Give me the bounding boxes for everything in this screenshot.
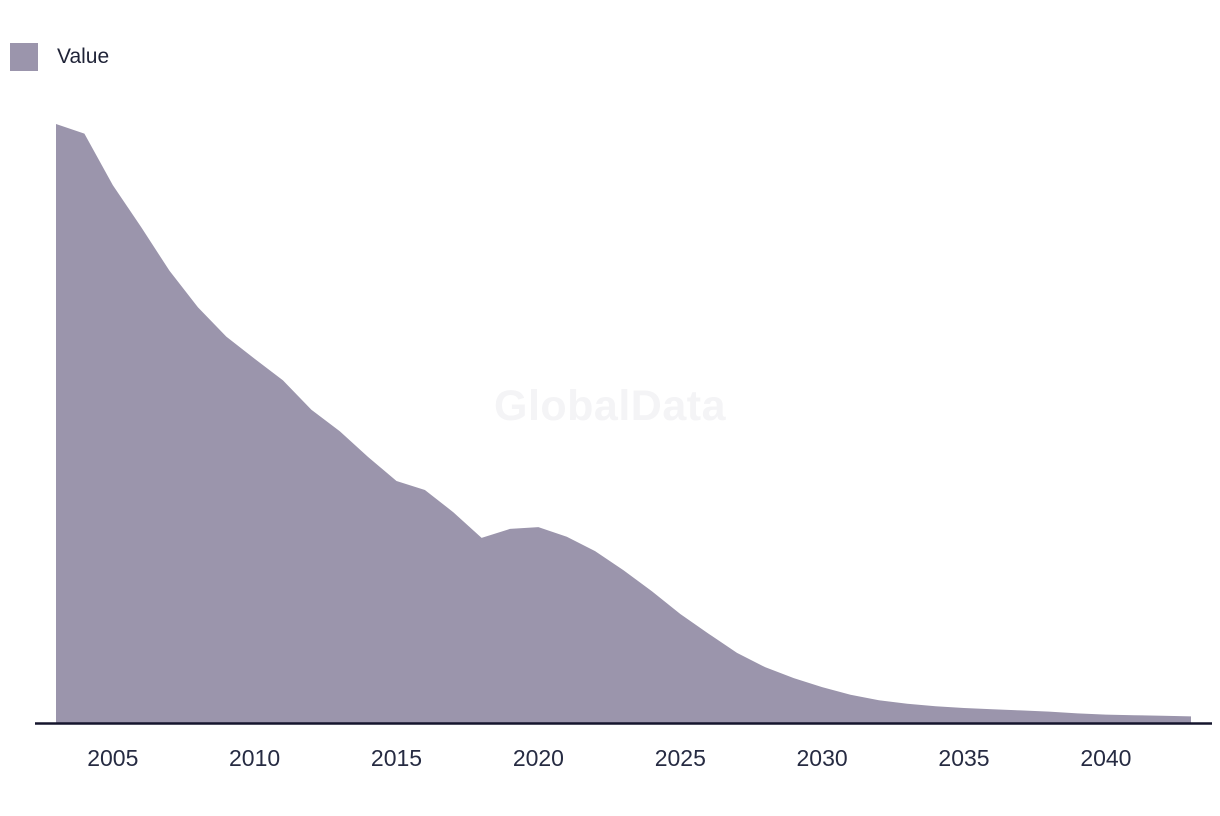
legend-label: Value (57, 45, 110, 68)
x-axis-tick-label-2010: 2010 (229, 745, 280, 771)
x-axis-tick-label-2005: 2005 (87, 745, 138, 771)
x-axis-tick-label-2025: 2025 (655, 745, 706, 771)
legend-swatch (10, 43, 38, 71)
x-axis-tick-label-2040: 2040 (1080, 745, 1131, 771)
x-axis-tick-label-2015: 2015 (371, 745, 422, 771)
area-series-value (56, 124, 1191, 723)
x-axis-tick-label-2030: 2030 (797, 745, 848, 771)
legend-item-value[interactable]: Value (10, 43, 109, 71)
x-axis-tick-label-2035: 2035 (938, 745, 989, 771)
x-axis-tick-label-2020: 2020 (513, 745, 564, 771)
